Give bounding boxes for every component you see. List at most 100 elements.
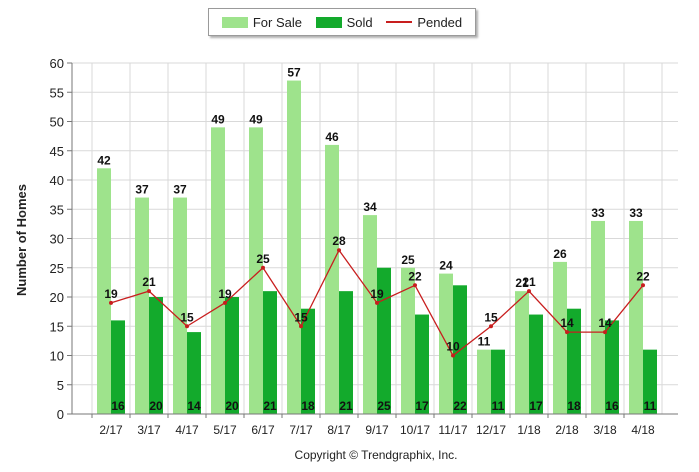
data-label-pended: 21 [522, 275, 536, 289]
point-pended [261, 265, 265, 270]
data-label-pended: 10 [446, 340, 460, 354]
y-tick-label: 45 [50, 144, 64, 159]
bar-for-sale [97, 168, 111, 414]
data-label-for-sale: 26 [553, 247, 567, 261]
data-label-for-sale: 57 [287, 66, 301, 80]
data-label-sold: 25 [377, 399, 391, 413]
bar-sold [339, 291, 353, 414]
data-label-sold: 20 [225, 399, 239, 413]
bar-for-sale [135, 197, 149, 414]
data-label-pended: 22 [636, 269, 650, 283]
axes-layer: 0 5 10 15 20 25 30 35 40 45 50 55 60 2/17 3/17 4/17 5/17… [50, 56, 678, 437]
data-label-for-sale: 11 [478, 335, 491, 349]
bar-sold [643, 349, 657, 414]
y-tick-label: 55 [50, 85, 64, 100]
data-label-sold: 16 [111, 399, 125, 413]
data-label-pended: 19 [104, 287, 118, 301]
data-label-for-sale: 37 [135, 183, 149, 197]
bar-sold [301, 308, 315, 414]
y-tick-label: 30 [50, 232, 64, 247]
x-tick-label: 11/17 [438, 423, 467, 437]
x-tick-label: 1/18 [517, 423, 541, 437]
data-label-sold: 18 [301, 399, 315, 413]
data-label-sold: 16 [605, 399, 619, 413]
data-label-for-sale: 46 [325, 130, 339, 144]
data-label-for-sale: 49 [249, 112, 263, 126]
data-label-sold: 18 [567, 399, 581, 413]
x-tick-label: 8/17 [327, 423, 351, 437]
x-tick-label: 9/17 [365, 423, 389, 437]
legend-label-for-sale: For Sale [252, 14, 302, 30]
bar-sold [225, 297, 239, 414]
data-label-sold: 17 [529, 399, 543, 413]
point-pended [413, 283, 417, 288]
data-label-for-sale: 21 [515, 276, 529, 290]
x-tick-label: 2/17 [99, 423, 123, 437]
data-label-sold: 14 [187, 399, 201, 413]
y-tick-label: 5 [57, 378, 64, 393]
point-pended [565, 330, 569, 335]
data-label-pended: 21 [142, 275, 156, 289]
bar-for-sale [629, 220, 643, 414]
bar-sold [529, 314, 543, 414]
copyright-text: Copyright © Trendgraphix, Inc. [295, 448, 458, 462]
bar-for-sale [249, 127, 263, 414]
bar-sold [377, 267, 391, 414]
line-layer [109, 248, 645, 358]
x-tick-label: 4/18 [631, 423, 655, 437]
x-tick-label: 10/17 [400, 423, 430, 437]
legend-item-pended: Pended [386, 15, 462, 30]
bar-sold [567, 308, 581, 414]
y-tick-label: 0 [57, 407, 64, 422]
data-label-for-sale: 42 [97, 153, 111, 167]
legend-swatch-pended [386, 21, 413, 23]
bar-sold [605, 320, 619, 414]
data-label-for-sale: 34 [363, 200, 377, 214]
legend-swatch-sold [315, 16, 342, 28]
bar-sold [491, 349, 505, 414]
point-pended [489, 324, 493, 329]
data-label-for-sale: 24 [439, 259, 453, 273]
x-tick-label: 6/17 [251, 423, 275, 437]
x-tick-label: 12/17 [476, 423, 506, 437]
data-label-for-sale: 25 [401, 253, 415, 267]
bar-sold [415, 314, 429, 414]
data-label-pended: 19 [218, 287, 232, 301]
data-label-sold: 21 [263, 399, 277, 413]
point-pended [147, 289, 151, 294]
bars-layer [97, 80, 657, 415]
data-label-sold: 20 [149, 399, 163, 413]
bar-sold [263, 291, 277, 414]
data-label-pended: 25 [256, 252, 270, 266]
data-label-for-sale: 49 [211, 112, 225, 126]
point-pended [375, 300, 379, 305]
bar-for-sale [173, 197, 187, 414]
data-label-for-sale: 33 [591, 206, 605, 220]
data-label-pended: 15 [180, 310, 194, 324]
y-axis-title: Number of Homes [14, 184, 29, 296]
legend-item-sold: Sold [315, 14, 373, 30]
legend-label-sold: Sold [346, 14, 373, 30]
bar-for-sale [401, 267, 415, 414]
data-label-pended: 15 [484, 310, 498, 324]
data-label-sold: 11 [644, 399, 657, 413]
y-tick-label: 50 [50, 115, 64, 130]
data-label-pended: 22 [408, 269, 422, 283]
bar-sold [187, 332, 201, 414]
x-tick-label: 3/18 [593, 423, 617, 437]
data-label-sold: 22 [453, 399, 467, 413]
data-label-pended: 14 [560, 316, 574, 330]
data-label-pended: 19 [370, 287, 384, 301]
y-tick-label: 60 [50, 56, 64, 71]
point-pended [223, 300, 227, 305]
bar-for-sale [553, 261, 567, 414]
data-label-pended: 15 [294, 310, 308, 324]
bar-for-sale [515, 291, 529, 414]
point-pended [185, 324, 189, 329]
bar-sold [111, 320, 125, 414]
x-tick-label: 5/17 [213, 423, 237, 437]
y-tick-label: 35 [50, 202, 64, 217]
data-label-for-sale: 33 [629, 206, 643, 220]
legend-label-pended: Pended [417, 14, 463, 30]
